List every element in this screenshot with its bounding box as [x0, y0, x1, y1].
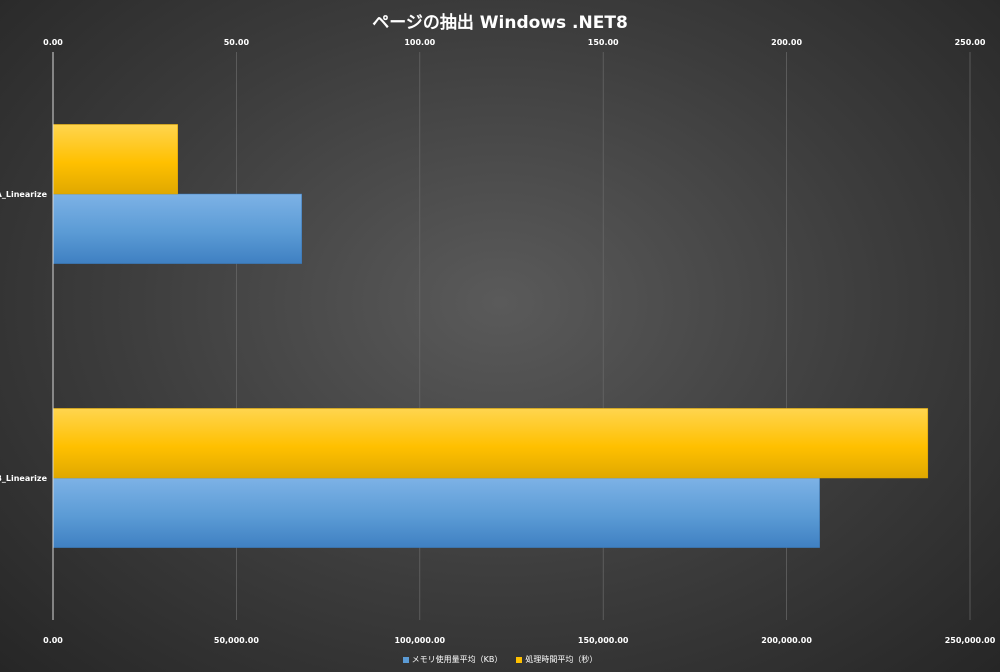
legend-swatch-time — [516, 656, 523, 663]
bar-memory — [52, 193, 302, 264]
bar-time — [52, 408, 929, 479]
top-tick-label: 150.00 — [588, 38, 619, 47]
bottom-tick-label: 0.00 — [43, 636, 63, 645]
chart-title: ページの抽出 Windows .NET8 — [372, 13, 628, 33]
chart-legend: メモリ使用量平均（KB） 処理時間平均（秒） — [0, 654, 1000, 665]
legend-label-time: 処理時間平均（秒） — [525, 655, 598, 664]
bottom-tick-label: 250,000.00 — [945, 636, 996, 645]
top-tick-label: 50.00 — [224, 38, 250, 47]
bottom-tick-label: 50,000.00 — [214, 636, 259, 645]
legend-item-memory: メモリ使用量平均（KB） — [402, 654, 503, 665]
bottom-tick-label: 200,000.00 — [761, 636, 812, 645]
legend-label-memory: メモリ使用量平均（KB） — [411, 655, 503, 664]
legend-item-time: 処理時間平均（秒） — [516, 654, 597, 665]
category-label: A_Linearize — [0, 190, 48, 199]
bar-memory — [52, 477, 820, 548]
bar-time — [52, 124, 178, 195]
bottom-tick-label: 100,000.00 — [394, 636, 445, 645]
legend-swatch-memory — [402, 656, 409, 663]
category-label: B_Linearize — [0, 474, 48, 483]
top-tick-label: 250.00 — [955, 38, 986, 47]
bottom-tick-label: 150,000.00 — [578, 636, 629, 645]
top-tick-label: 0.00 — [43, 38, 63, 47]
top-tick-label: 100.00 — [404, 38, 435, 47]
top-tick-label: 200.00 — [771, 38, 802, 47]
